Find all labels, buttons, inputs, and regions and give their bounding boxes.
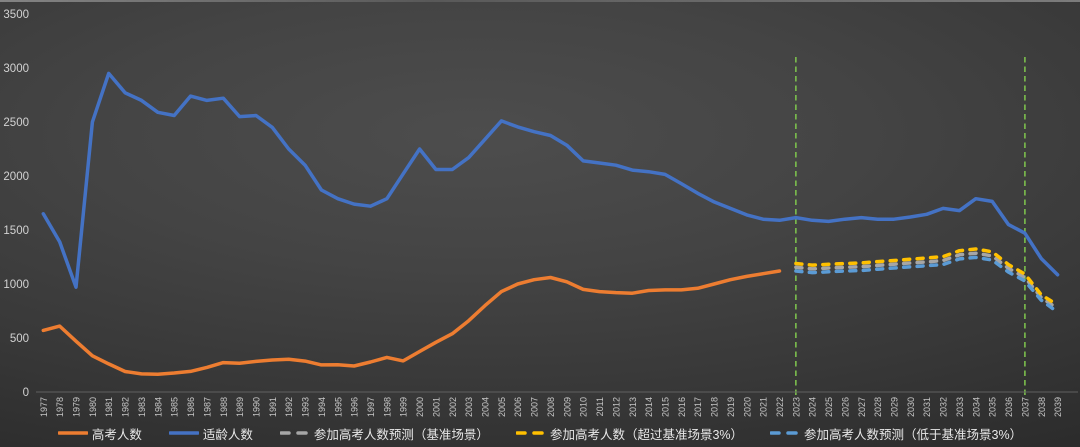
x-tick-label: 2010 [579, 397, 589, 417]
legend-swatch-forecast-baseline-icon [279, 431, 310, 435]
x-tick-label: 2002 [448, 397, 458, 417]
y-tick-label: 500 [10, 333, 29, 345]
x-tick-label: 2022 [775, 397, 785, 417]
series-line-gaokao-actual [41, 269, 782, 376]
x-tick-label: 1987 [202, 397, 212, 417]
x-tick-label: 2027 [857, 397, 867, 417]
x-tick-label: 2035 [988, 397, 998, 417]
x-tick-label: 1992 [284, 397, 294, 417]
legend-label-age-cohort: 适龄人数 [202, 427, 253, 442]
x-tick-label: 2008 [546, 397, 556, 417]
x-tick-label: 2015 [660, 397, 670, 417]
x-tick-label: 2009 [562, 397, 572, 417]
y-tick-label: 2500 [3, 117, 29, 129]
x-tick-label: 2021 [759, 397, 769, 417]
x-tick-label: 1983 [137, 397, 147, 417]
y-tick-label: 1000 [3, 279, 29, 291]
x-tick-label: 2033 [955, 397, 965, 417]
y-tick-label: 0 [23, 387, 29, 399]
x-tick-label: 2004 [481, 397, 491, 417]
x-tick-label: 1978 [55, 397, 65, 417]
legend-label-gaokao-actual: 高考人数 [91, 427, 142, 442]
x-tick-label: 2006 [513, 397, 523, 417]
x-tick-label: 1997 [366, 397, 376, 417]
x-tick-label: 2029 [890, 397, 900, 417]
x-tick-label: 2028 [873, 397, 883, 417]
x-tick-label: 2031 [922, 397, 932, 417]
y-tick-label: 3500 [3, 9, 29, 21]
x-tick-label: 2034 [971, 397, 981, 417]
x-tick-label: 2032 [939, 397, 949, 417]
chart-legend: 高考人数 适龄人数 参加高考人数预测（基准场景） 参加高考人数（超过基准场景3%） 参加… [0, 423, 1080, 443]
x-tick-label: 1998 [382, 397, 392, 417]
x-tick-label: 1999 [399, 397, 409, 417]
x-tick-label: 2037 [1020, 397, 1030, 417]
x-tick-label: 2025 [824, 397, 834, 417]
x-tick-label: 1989 [235, 397, 245, 417]
x-tick-label: 2011 [595, 397, 605, 416]
x-tick-label: 1993 [301, 397, 311, 417]
x-tick-label: 2012 [611, 397, 621, 417]
x-tick-label: 2020 [742, 397, 752, 417]
legend-item-forecast-below: 参加高考人数预测（低于基准场景3%） [770, 424, 1022, 443]
legend-label-forecast-below: 参加高考人数预测（低于基准场景3%） [804, 427, 1023, 442]
legend-item-gaokao-actual: 高考人数 [57, 424, 142, 443]
x-tick-label: 2018 [710, 397, 720, 417]
legend-label-forecast-baseline: 参加高考人数预测（基准场景） [313, 427, 489, 442]
x-tick-label: 2003 [464, 397, 474, 417]
y-tick-label: 3000 [3, 63, 29, 75]
x-tick-label: 1984 [153, 397, 163, 417]
x-tick-label: 1988 [219, 397, 229, 417]
x-tick-label: 1991 [268, 397, 278, 417]
x-tick-label: 2005 [497, 397, 507, 417]
x-tick-label: 1996 [350, 397, 360, 417]
photo-top-edge [0, 0, 1080, 2]
x-tick-label: 1985 [170, 397, 180, 417]
series-line-forecast-baseline [794, 251, 1060, 311]
y-tick-label: 1500 [3, 225, 29, 237]
x-tick-label: 2036 [1004, 397, 1014, 417]
x-tick-label: 2024 [808, 397, 818, 417]
x-tick-label: 2017 [693, 397, 703, 417]
legend-item-forecast-baseline: 参加高考人数预测（基准场景） [279, 424, 489, 443]
x-tick-label: 1986 [186, 397, 196, 417]
x-tick-label: 2016 [677, 397, 687, 417]
x-tick-label: 2019 [726, 397, 736, 417]
legend-swatch-gaokao-actual-icon [57, 431, 88, 435]
x-tick-label: 1981 [104, 397, 114, 417]
x-tick-label: 1994 [317, 397, 327, 417]
x-tick-label: 1980 [88, 397, 98, 417]
x-tick-label: 2007 [530, 397, 540, 417]
y-tick-label: 2000 [3, 171, 29, 183]
legend-swatch-forecast-above-icon [515, 431, 546, 435]
x-tick-label: 2023 [791, 397, 801, 417]
legend-item-age-cohort: 适龄人数 [168, 424, 253, 443]
legend-swatch-age-cohort-icon [168, 431, 199, 435]
x-tick-label: 1990 [251, 397, 261, 417]
legend-label-forecast-above: 参加高考人数（超过基准场景3%） [549, 427, 744, 442]
series-line-forecast-above [794, 247, 1060, 307]
legend-item-forecast-above: 参加高考人数（超过基准场景3%） [515, 424, 744, 443]
x-tick-label: 1977 [39, 397, 49, 417]
x-tick-label: 2026 [840, 397, 850, 417]
x-tick-label: 2039 [1053, 397, 1063, 417]
x-tick-label: 2013 [628, 397, 638, 417]
x-tick-label: 1995 [333, 397, 343, 417]
x-tick-label: 2014 [644, 397, 654, 417]
x-tick-label: 2038 [1037, 397, 1047, 417]
x-tick-label: 2001 [431, 397, 441, 417]
x-tick-label: 2030 [906, 397, 916, 417]
series-line-age-cohort [41, 71, 1060, 289]
x-tick-label: 1982 [121, 397, 131, 417]
series-line-forecast-below [794, 255, 1060, 314]
legend-swatch-forecast-below-icon [770, 431, 801, 435]
x-tick-label: 2000 [415, 397, 425, 417]
x-tick-label: 1979 [72, 397, 82, 417]
